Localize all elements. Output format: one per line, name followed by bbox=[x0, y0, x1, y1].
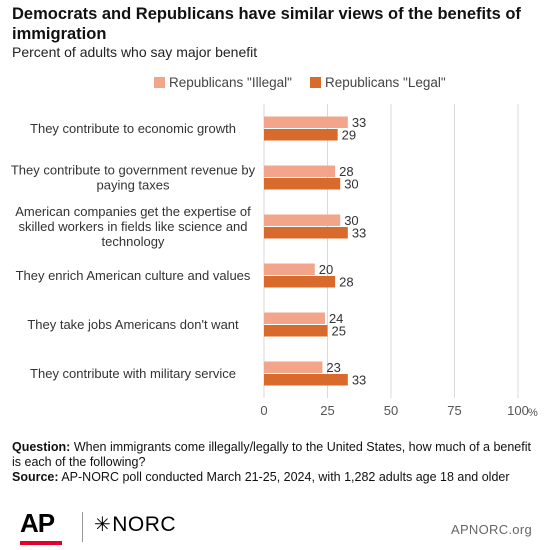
x-tick-label: 75 bbox=[447, 403, 461, 418]
norc-logo-text: NORC bbox=[112, 513, 177, 536]
norc-star-icon: ✳ bbox=[94, 514, 112, 536]
chart-subtitle: Percent of adults who say major benefit bbox=[12, 44, 258, 60]
source-text: AP-NORC poll conducted March 21-25, 2024… bbox=[58, 470, 510, 484]
data-label: 33 bbox=[352, 226, 366, 241]
data-label: 33 bbox=[352, 115, 366, 130]
bar bbox=[264, 276, 336, 288]
bar bbox=[264, 214, 341, 226]
x-tick-label: 100 bbox=[507, 403, 529, 418]
site-url: APNORC.org bbox=[450, 522, 532, 537]
category-label: paying taxes bbox=[97, 178, 170, 193]
ap-logo-underline bbox=[20, 541, 62, 545]
data-label: 33 bbox=[352, 373, 366, 388]
bar bbox=[264, 263, 315, 275]
data-label: 29 bbox=[342, 128, 356, 143]
category-label: They contribute to government revenue by bbox=[11, 163, 256, 178]
question-label: Question: bbox=[12, 440, 71, 454]
bar bbox=[264, 129, 338, 141]
data-label: 23 bbox=[326, 360, 340, 375]
legend-label: Republicans "Legal" bbox=[325, 75, 446, 90]
category-label: skilled workers in fields like science a… bbox=[18, 219, 247, 234]
bar-chart: 0 25 50 75 100 % Republicans "Illegal" Republic… bbox=[11, 75, 538, 419]
footnote: Question: When immigrants come illegally… bbox=[12, 440, 540, 485]
question-text: When immigrants come illegally/legally t… bbox=[12, 440, 531, 469]
x-tick-label: 25 bbox=[320, 403, 334, 418]
legend-swatch bbox=[310, 77, 321, 88]
data-label: 25 bbox=[332, 324, 346, 339]
bar bbox=[264, 361, 323, 373]
x-unit-label: % bbox=[528, 407, 538, 419]
category-label: They take jobs Americans don't want bbox=[27, 317, 239, 332]
question-note: Question: When immigrants come illegally… bbox=[12, 440, 540, 470]
data-label: 28 bbox=[339, 164, 353, 179]
norc-logo: ✳NORC bbox=[94, 512, 176, 537]
ap-logo: AP bbox=[20, 508, 55, 538]
bar bbox=[264, 116, 348, 128]
category-label: American companies get the expertise of bbox=[15, 204, 251, 219]
x-tick-label: 50 bbox=[384, 403, 398, 418]
legend-swatch bbox=[154, 77, 165, 88]
category-label: They contribute to economic growth bbox=[30, 121, 236, 136]
bar bbox=[264, 165, 336, 177]
bar bbox=[264, 312, 325, 324]
data-label: 30 bbox=[344, 213, 358, 228]
bar bbox=[264, 227, 348, 239]
bar bbox=[264, 178, 341, 190]
source-note: Source: AP-NORC poll conducted March 21-… bbox=[12, 470, 540, 485]
data-label: 30 bbox=[344, 177, 358, 192]
category-label: They contribute with military service bbox=[30, 366, 236, 381]
legend-label: Republicans "Illegal" bbox=[169, 75, 292, 90]
bar bbox=[264, 374, 348, 386]
data-label: 28 bbox=[339, 275, 353, 290]
data-label: 20 bbox=[319, 262, 333, 277]
logo-divider bbox=[82, 512, 83, 542]
chart-title: Democrats and Republicans have similar v… bbox=[12, 5, 521, 43]
category-label: They enrich American culture and values bbox=[16, 268, 251, 283]
category-label: technology bbox=[102, 234, 165, 249]
data-label: 24 bbox=[329, 311, 343, 326]
bar bbox=[264, 325, 328, 337]
x-tick-label: 0 bbox=[260, 403, 267, 418]
source-label: Source: bbox=[12, 470, 59, 484]
